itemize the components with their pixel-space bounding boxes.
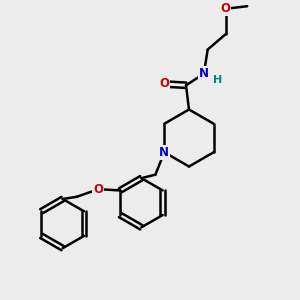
Text: N: N [199, 67, 209, 80]
Text: O: O [220, 2, 230, 15]
Text: H: H [213, 75, 223, 85]
Text: N: N [159, 146, 169, 159]
Text: O: O [159, 77, 169, 91]
Text: O: O [93, 183, 103, 196]
